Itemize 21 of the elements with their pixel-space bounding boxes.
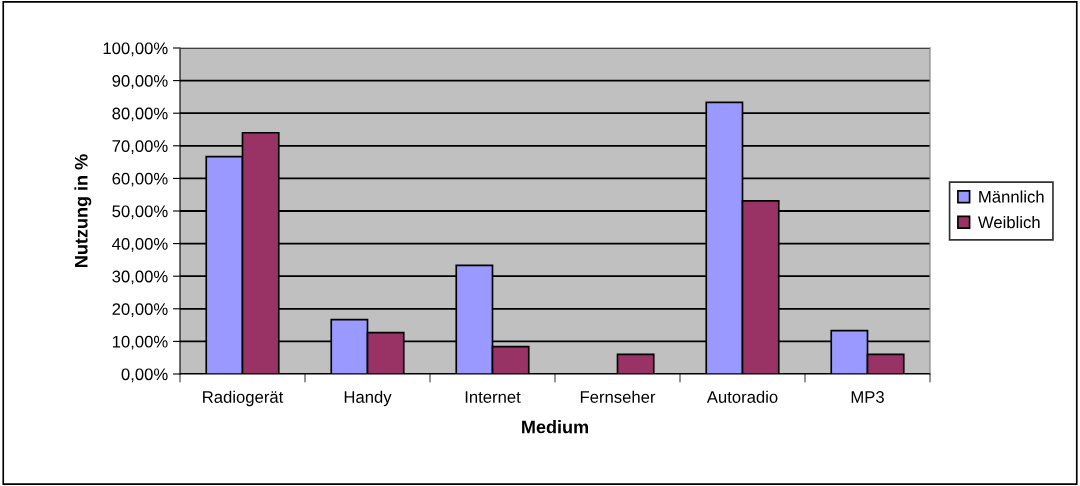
x-tick-label: Fernseher: [580, 390, 656, 403]
y-tick-label: 90,00%: [112, 75, 168, 89]
y-axis-title: Nutzung in %: [74, 154, 92, 267]
y-tick-label: 70,00%: [112, 140, 168, 154]
x-tick-label: Internet: [465, 391, 521, 403]
legend-label: Weiblich: [977, 216, 1040, 229]
x-tick-label: Radiogerät: [203, 390, 284, 407]
y-tick-label: 40,00%: [112, 238, 168, 252]
y-tick-label: 0,00%: [121, 368, 168, 383]
x-axis-title: Medium: [522, 420, 588, 434]
x-tick-label: MP3: [851, 391, 884, 403]
y-tick-label: 100,00%: [103, 42, 168, 57]
legend-label: Männlich: [979, 190, 1044, 203]
y-tick-label: 80,00%: [112, 107, 168, 122]
y-tick-label: 10,00%: [112, 335, 168, 350]
y-tick-label: 20,00%: [112, 303, 168, 317]
y-tick-label: 30,00%: [112, 270, 168, 285]
y-tick-label: 50,00%: [112, 205, 168, 220]
x-tick-label: Handy: [344, 390, 392, 407]
y-tick-label: 60,00%: [112, 172, 168, 187]
x-tick-label: Autoradio: [706, 390, 778, 403]
